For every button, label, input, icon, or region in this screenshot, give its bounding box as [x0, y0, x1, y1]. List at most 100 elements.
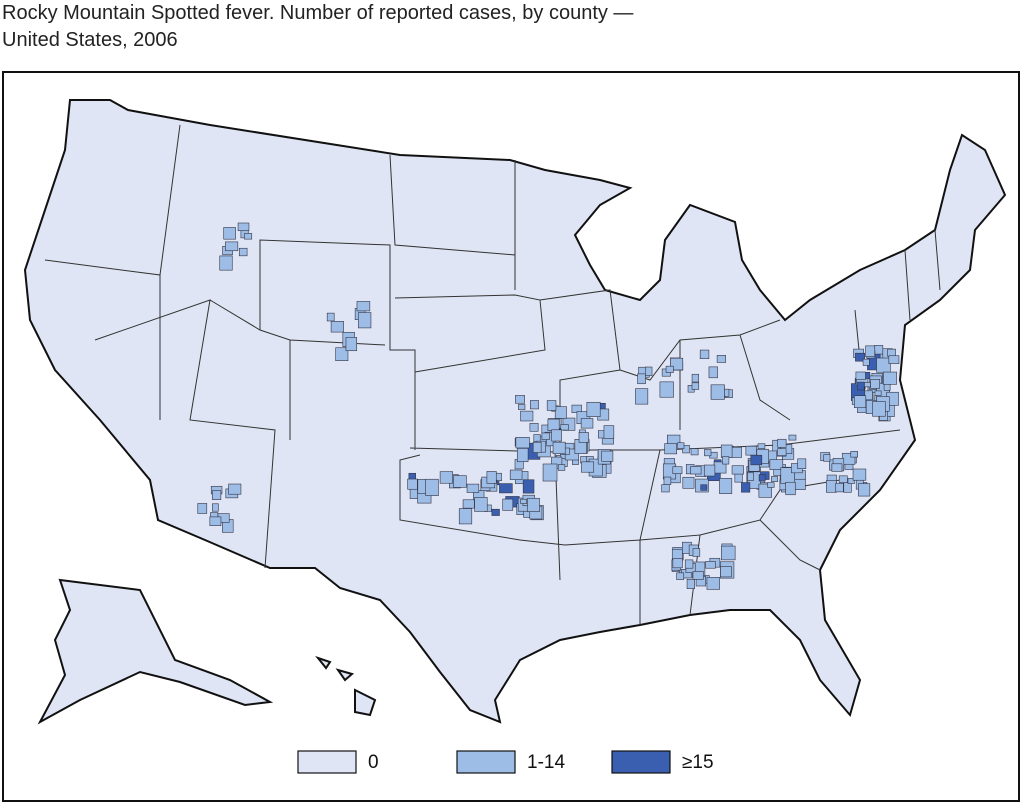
county — [788, 434, 797, 441]
county — [690, 448, 699, 456]
county — [887, 348, 896, 357]
county — [499, 483, 513, 494]
legend: 0 1-14 ≥15 — [297, 750, 714, 774]
legend-label: 0 — [368, 752, 379, 773]
county — [466, 483, 480, 493]
county — [326, 312, 335, 322]
county — [691, 373, 700, 383]
county — [238, 247, 248, 257]
county — [855, 352, 865, 362]
legend-swatch — [456, 750, 516, 774]
counties — [197, 222, 900, 590]
county — [520, 498, 527, 504]
county — [212, 503, 219, 512]
county — [843, 482, 852, 493]
county — [771, 476, 779, 482]
county — [211, 490, 222, 500]
county — [335, 347, 349, 361]
county — [515, 395, 525, 404]
county — [777, 438, 787, 448]
county — [677, 442, 685, 449]
hawaii — [335, 668, 355, 682]
county — [645, 366, 653, 376]
county — [522, 479, 535, 494]
county — [637, 373, 646, 385]
county — [578, 432, 589, 443]
county — [516, 448, 529, 463]
county — [518, 404, 526, 410]
county — [684, 559, 694, 569]
legend-swatch — [297, 750, 357, 774]
county — [439, 471, 453, 484]
county — [758, 474, 766, 482]
county — [223, 227, 236, 240]
county — [721, 545, 736, 561]
county — [554, 406, 567, 419]
county — [541, 432, 550, 440]
county — [358, 312, 372, 329]
county — [663, 476, 672, 485]
county — [854, 395, 867, 409]
hawaii — [354, 688, 377, 717]
county — [580, 418, 594, 429]
county — [533, 434, 541, 443]
county — [719, 478, 733, 494]
county — [664, 443, 677, 455]
county — [486, 471, 497, 484]
county — [530, 400, 539, 410]
county — [244, 233, 253, 240]
county — [692, 548, 701, 557]
legend-label: 1-14 — [527, 752, 565, 773]
county — [672, 558, 683, 569]
county — [706, 577, 720, 590]
county — [720, 566, 732, 578]
county — [474, 497, 488, 512]
contiguous-us — [23, 99, 1007, 724]
county — [225, 241, 239, 252]
county — [872, 401, 886, 417]
county — [228, 483, 242, 495]
county — [734, 473, 743, 483]
county — [767, 482, 775, 488]
county — [708, 366, 718, 379]
county — [356, 301, 371, 312]
alaska — [37, 578, 274, 725]
county — [547, 418, 560, 431]
legend-label: ≥15 — [682, 752, 714, 773]
county — [601, 450, 614, 462]
county — [750, 454, 763, 466]
county — [692, 571, 704, 580]
county — [865, 345, 876, 357]
county — [665, 365, 674, 373]
county — [546, 400, 557, 411]
county — [527, 497, 540, 512]
county — [741, 482, 751, 493]
county — [586, 401, 601, 417]
county — [551, 429, 562, 442]
county — [453, 475, 467, 488]
county — [197, 503, 208, 514]
county — [823, 454, 831, 462]
county — [682, 445, 690, 454]
county — [219, 255, 233, 271]
county — [581, 461, 595, 473]
county — [515, 437, 530, 449]
county — [831, 463, 843, 472]
county — [502, 498, 514, 511]
legend-swatch — [611, 750, 671, 774]
county — [785, 481, 796, 496]
county — [462, 499, 475, 509]
county — [857, 381, 865, 391]
county — [407, 478, 418, 490]
county — [835, 482, 844, 493]
county — [888, 355, 900, 364]
county — [691, 382, 700, 390]
county — [874, 345, 884, 355]
county — [858, 483, 871, 497]
county — [458, 508, 473, 525]
county — [703, 464, 716, 477]
county — [745, 445, 757, 456]
county — [690, 466, 702, 475]
county — [635, 388, 649, 405]
county — [777, 448, 787, 456]
